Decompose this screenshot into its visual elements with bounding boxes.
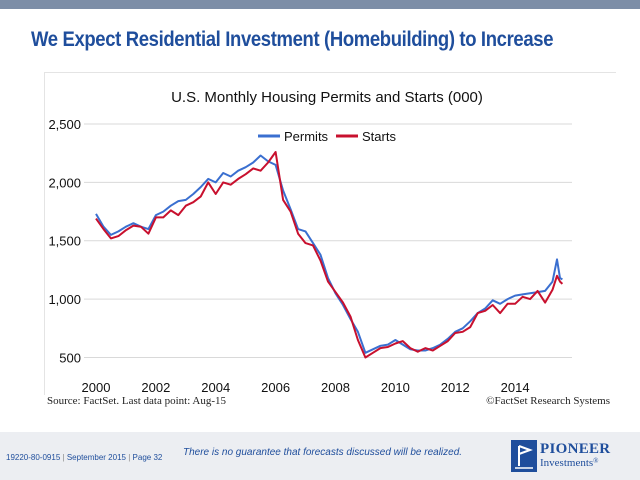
legend-label-starts: Starts [362,129,396,144]
footer-separator: | [62,453,67,462]
source-note: Source: FactSet. Last data point: Aug-15 [47,395,227,407]
logo-sub-text: Investments [540,457,594,469]
y-tick-label: 1,000 [48,292,81,307]
x-tick-label: 2014 [501,380,530,395]
y-tick-label: 2,500 [48,117,81,132]
logo-registered: ® [593,457,599,465]
x-tick-label: 2006 [261,380,290,395]
legend-label-permits: Permits [284,129,329,144]
series-line-permits [95,154,563,354]
x-tick-label: 2002 [141,380,170,395]
x-tick-label: 2004 [201,380,230,395]
chart-title: U.S. Monthly Housing Permits and Starts … [171,89,483,106]
y-tick-label: 1,500 [48,234,81,249]
top-bar [0,0,640,9]
footer-separator: | [128,453,133,462]
x-tick-label: 2000 [82,380,111,395]
pioneer-logo: PIONEER Investments® [511,440,611,474]
y-tick-label: 2,000 [48,175,81,190]
x-tick-label: 2008 [321,380,350,395]
logo-name: PIONEER [540,441,611,457]
chart-frame: U.S. Monthly Housing Permits and Starts … [44,72,616,395]
footer-id: 19220-80-0915 | September 2015 | Page 32 [6,453,162,462]
footer-code: 19220-80-0915 [6,453,61,462]
series-line-starts [95,151,564,359]
forecast-disclaimer: There is no guarantee that forecasts dis… [183,447,463,458]
logo-sub: Investments® [540,457,599,469]
slide-title: We Expect Residential Investment (Homebu… [31,28,554,51]
footer-page: Page 32 [132,453,163,462]
x-tick-label: 2010 [381,380,410,395]
x-tick-label: 2012 [441,380,470,395]
pioneer-logo-icon [511,440,537,472]
footer-date: September 2015 [66,453,126,462]
housing-chart: U.S. Monthly Housing Permits and Starts … [48,89,572,395]
copyright-note: ©FactSet Research Systems [486,395,610,407]
y-tick-label: 500 [59,350,81,365]
